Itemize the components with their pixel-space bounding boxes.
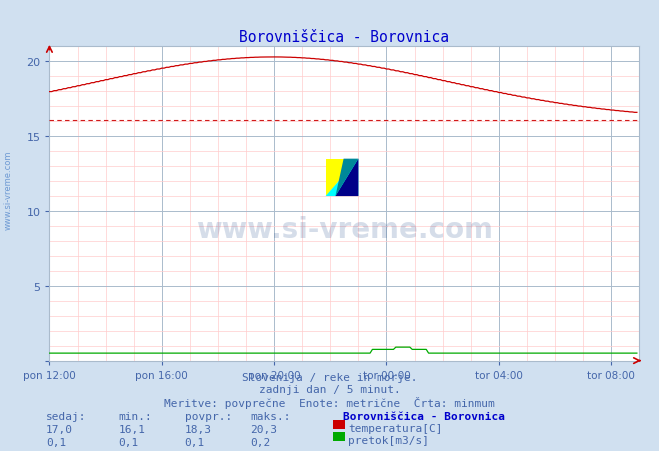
Polygon shape: [326, 159, 358, 197]
Polygon shape: [335, 159, 358, 197]
Text: Slovenija / reke in morje.: Slovenija / reke in morje.: [242, 372, 417, 382]
Text: temperatura[C]: temperatura[C]: [348, 423, 442, 433]
Text: 0,1: 0,1: [46, 437, 67, 446]
Text: 0,1: 0,1: [119, 437, 139, 446]
Text: min.:: min.:: [119, 411, 152, 421]
Polygon shape: [326, 159, 358, 197]
Text: 20,3: 20,3: [250, 424, 277, 434]
Text: www.si-vreme.com: www.si-vreme.com: [3, 150, 13, 229]
Text: 0,2: 0,2: [250, 437, 271, 446]
Text: Meritve: povprečne  Enote: metrične  Črta: minmum: Meritve: povprečne Enote: metrične Črta:…: [164, 396, 495, 409]
Text: 0,1: 0,1: [185, 437, 205, 446]
Text: maks.:: maks.:: [250, 411, 291, 421]
Text: sedaj:: sedaj:: [46, 411, 86, 421]
Text: 17,0: 17,0: [46, 424, 73, 434]
Polygon shape: [335, 159, 358, 197]
Text: 18,3: 18,3: [185, 424, 212, 434]
Title: Borovniščica - Borovnica: Borovniščica - Borovnica: [239, 30, 449, 45]
Text: www.si-vreme.com: www.si-vreme.com: [196, 215, 493, 243]
Text: 16,1: 16,1: [119, 424, 146, 434]
Text: zadnji dan / 5 minut.: zadnji dan / 5 minut.: [258, 384, 401, 394]
Text: povpr.:: povpr.:: [185, 411, 232, 421]
Text: pretok[m3/s]: pretok[m3/s]: [348, 435, 429, 445]
Text: Borovniščica - Borovnica: Borovniščica - Borovnica: [343, 411, 505, 421]
